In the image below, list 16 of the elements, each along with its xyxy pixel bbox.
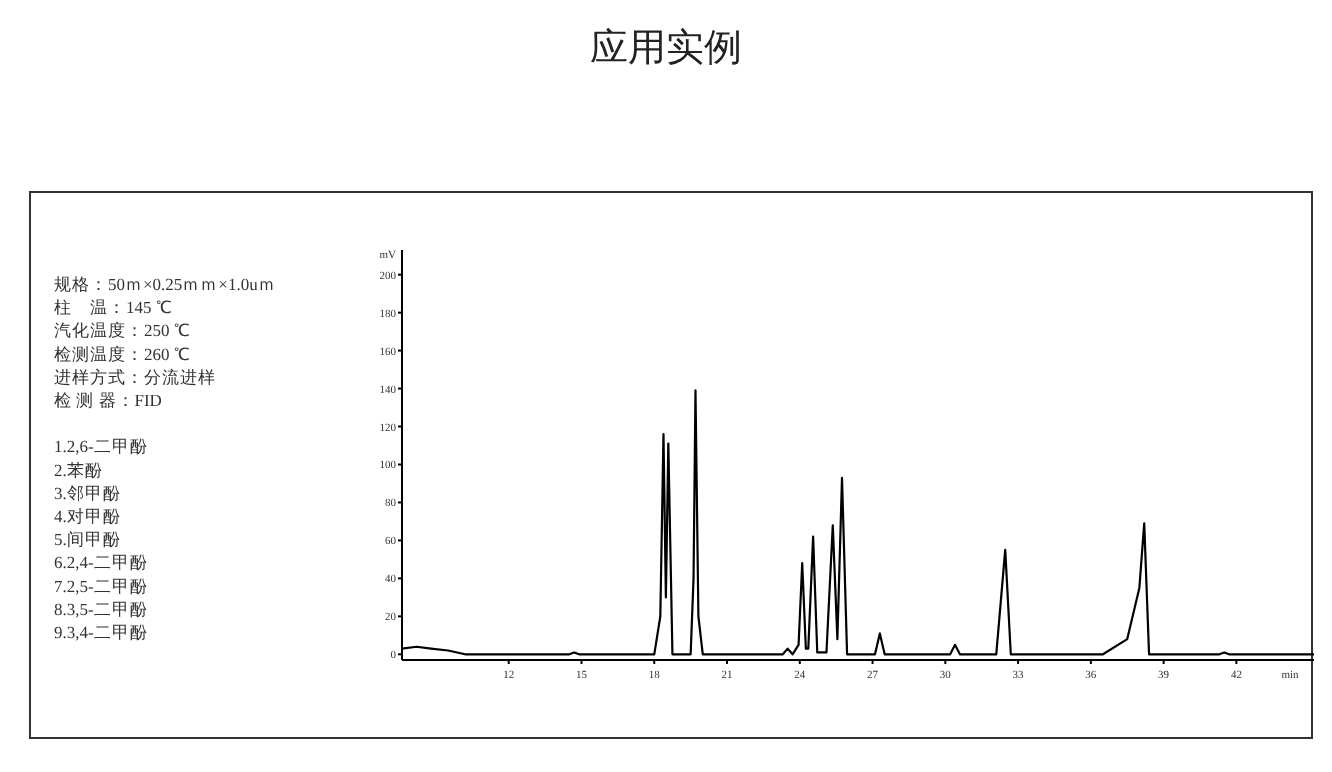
text: 柱 温：145 ℃ <box>54 297 172 318</box>
text: 3.邻甲酚 <box>54 482 121 503</box>
text: 规格：50ｍ×0.25ｍｍ×1.0uｍ <box>54 274 276 294</box>
text: 检测温度：260 ℃ <box>54 343 190 364</box>
text: 2.苯酚 <box>54 459 103 480</box>
text: 5.间甲酚 <box>54 529 121 550</box>
text: 汽化温度：250 ℃ <box>54 320 190 341</box>
text: 9.3,4-二甲酚 <box>54 622 148 642</box>
text: 6.2,4-二甲酚 <box>54 552 148 573</box>
text: 7.2,5-二甲酚 <box>54 575 148 596</box>
text: 1.2,6-二甲酚 <box>54 436 148 457</box>
text: 检 测 器：FID <box>54 390 162 410</box>
chart-title: 应用实例 <box>590 26 742 70</box>
text: 8.3,5-二甲酚 <box>54 598 148 619</box>
text: 进样方式：分流进样 <box>54 366 216 387</box>
text: 4.对甲酚 <box>54 506 121 526</box>
